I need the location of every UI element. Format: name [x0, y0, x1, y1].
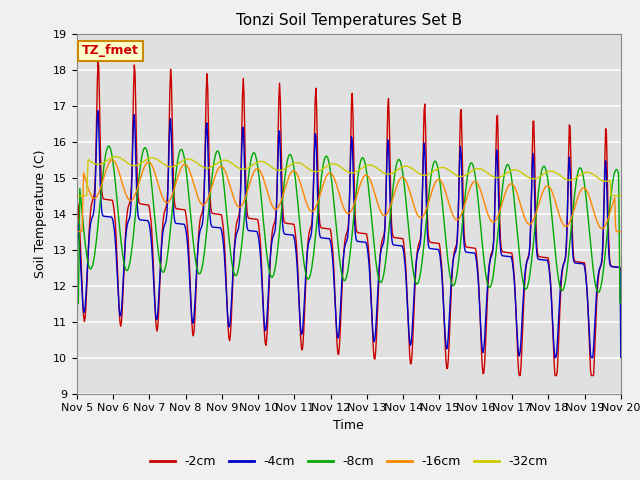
-8cm [431, 158, 439, 164]
-4cm [94, 108, 102, 114]
-2cm [73, 372, 81, 378]
Line: -16cm: -16cm [77, 160, 621, 231]
-2cm [416, 239, 424, 245]
-8cm [140, 147, 147, 153]
Line: -32cm: -32cm [77, 156, 621, 196]
-16cm [416, 215, 424, 220]
-2cm [431, 240, 439, 246]
-4cm [617, 355, 625, 360]
-16cm [195, 196, 202, 202]
-32cm [617, 192, 625, 199]
Text: TZ_fmet: TZ_fmet [82, 44, 139, 58]
-2cm [140, 202, 147, 207]
-4cm [223, 309, 231, 314]
Y-axis label: Soil Temperature (C): Soil Temperature (C) [35, 149, 47, 278]
Legend: -2cm, -4cm, -8cm, -16cm, -32cm: -2cm, -4cm, -8cm, -16cm, -32cm [145, 450, 553, 473]
-16cm [617, 228, 625, 234]
-32cm [223, 158, 231, 164]
-32cm [111, 154, 119, 159]
-16cm [73, 228, 81, 234]
-8cm [105, 143, 113, 149]
-2cm [617, 267, 625, 273]
-4cm [416, 244, 424, 250]
Line: -4cm: -4cm [77, 111, 621, 358]
-4cm [73, 355, 81, 360]
X-axis label: Time: Time [333, 419, 364, 432]
-4cm [83, 279, 90, 285]
-8cm [617, 300, 625, 306]
-2cm [83, 288, 90, 294]
-4cm [431, 246, 439, 252]
-2cm [195, 232, 202, 238]
-4cm [195, 238, 202, 243]
Line: -8cm: -8cm [77, 146, 621, 303]
-32cm [140, 159, 147, 165]
-16cm [109, 157, 116, 163]
-8cm [416, 276, 424, 281]
-16cm [431, 180, 439, 185]
-4cm [140, 217, 147, 223]
-2cm [94, 58, 102, 64]
Title: Tonzi Soil Temperatures Set B: Tonzi Soil Temperatures Set B [236, 13, 462, 28]
-8cm [83, 252, 90, 258]
Line: -2cm: -2cm [77, 61, 621, 375]
-8cm [73, 300, 81, 306]
-16cm [223, 174, 231, 180]
-16cm [140, 167, 147, 172]
-32cm [73, 192, 81, 199]
-32cm [83, 192, 90, 199]
-2cm [223, 308, 231, 314]
-32cm [195, 161, 202, 167]
-32cm [416, 171, 424, 177]
-8cm [223, 219, 231, 225]
-16cm [83, 180, 90, 186]
-8cm [195, 271, 202, 276]
-32cm [431, 167, 439, 173]
